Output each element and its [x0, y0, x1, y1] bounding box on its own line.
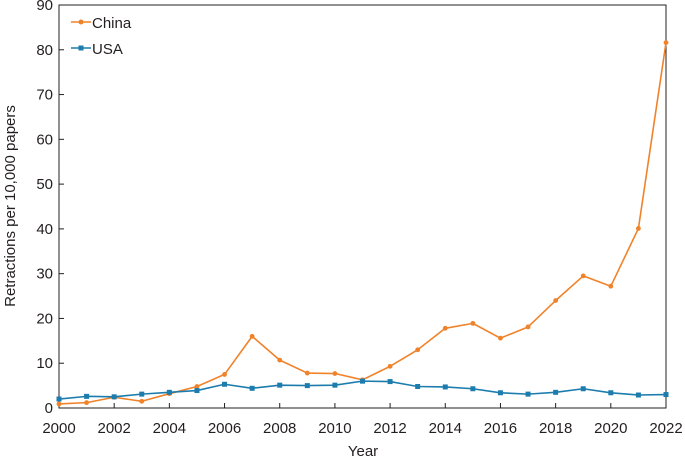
- data-point-usa: [608, 390, 614, 396]
- series-line-usa: [58, 380, 667, 400]
- data-point-usa: [166, 389, 172, 395]
- x-axis-title: Year: [348, 443, 378, 460]
- x-tick-label: 2004: [153, 420, 186, 437]
- series-line-china: [58, 42, 667, 405]
- data-point-china: [277, 357, 283, 363]
- axis-ticks: [58, 4, 667, 409]
- y-tick-label: 70: [36, 87, 53, 104]
- data-point-china: [84, 400, 89, 406]
- data-point-china: [56, 401, 62, 407]
- data-point-china: [525, 324, 531, 330]
- data-point-usa: [635, 392, 641, 398]
- y-tick-label: 30: [36, 266, 53, 283]
- series-china: [56, 40, 669, 407]
- x-tick-label: 2014: [429, 420, 462, 437]
- x-tick-label: 2002: [97, 420, 130, 437]
- data-point-china: [553, 298, 559, 303]
- data-point-usa: [139, 391, 145, 397]
- data-point-usa: [360, 378, 365, 384]
- data-point-china: [470, 320, 476, 326]
- data-point-usa: [442, 384, 448, 390]
- x-tick-label: 2010: [318, 420, 351, 437]
- y-axis-title: Retractions per 10,000 papers: [2, 105, 19, 307]
- data-point-china: [663, 40, 669, 46]
- data-point-usa: [580, 386, 586, 392]
- data-point-usa: [111, 394, 117, 400]
- data-point-china: [415, 347, 421, 353]
- data-point-usa: [222, 381, 228, 387]
- data-point-usa: [663, 392, 669, 398]
- series-group: [56, 40, 669, 407]
- data-point-china: [636, 226, 641, 231]
- data-point-china: [194, 384, 200, 389]
- y-tick-label: 60: [36, 131, 53, 148]
- x-tick-label: 2020: [594, 420, 627, 437]
- x-tick-label: 2022: [649, 420, 682, 437]
- data-point-usa: [525, 391, 531, 397]
- data-point-china: [442, 325, 448, 331]
- data-point-usa: [84, 393, 90, 399]
- data-point-china: [608, 283, 614, 289]
- data-point-usa: [277, 382, 283, 388]
- legend-item-china: China: [71, 15, 132, 32]
- plot-frame: [58, 4, 667, 409]
- x-tick-label: 2012: [373, 420, 406, 437]
- data-point-china: [498, 335, 503, 341]
- data-point-usa: [304, 383, 310, 389]
- data-point-china: [139, 398, 145, 404]
- x-tick-label: 2000: [42, 420, 75, 437]
- x-tick-label: 2008: [263, 420, 296, 437]
- data-point-usa: [249, 385, 255, 391]
- y-tick-label: 10: [36, 355, 53, 372]
- data-point-usa: [332, 382, 338, 388]
- legend-china-label: China: [92, 15, 132, 32]
- y-tick-label: 20: [36, 310, 53, 327]
- legend: China USA: [71, 15, 132, 58]
- data-point-usa: [415, 384, 421, 390]
- series-usa: [56, 378, 669, 402]
- data-point-china: [222, 372, 227, 377]
- data-point-china: [580, 273, 586, 279]
- data-point-china: [387, 363, 393, 369]
- data-point-china: [332, 371, 338, 376]
- data-point-usa: [56, 396, 62, 402]
- data-point-usa: [497, 390, 503, 396]
- legend-item-usa: USA: [71, 41, 123, 58]
- data-point-usa: [194, 388, 200, 394]
- y-tick-label: 80: [36, 42, 53, 59]
- legend-china-marker: [78, 19, 84, 25]
- data-point-usa: [387, 379, 393, 385]
- y-tick-label: 90: [36, 0, 53, 14]
- tick-labels: 0 10 20 30 40 50 60 70 80 90 2000 2002 2004 2006 2008 2…: [36, 0, 682, 437]
- data-point-usa: [553, 389, 559, 395]
- legend-usa-label: USA: [92, 41, 123, 58]
- x-tick-label: 2006: [208, 420, 241, 437]
- y-tick-label: 0: [45, 400, 53, 417]
- data-point-china: [304, 370, 310, 376]
- y-tick-label: 40: [36, 221, 53, 238]
- x-tick-label: 2016: [484, 420, 517, 437]
- y-tick-label: 50: [36, 176, 53, 193]
- x-tick-label: 2018: [539, 420, 572, 437]
- data-point-china: [249, 333, 255, 339]
- legend-usa-marker: [78, 45, 84, 51]
- data-point-usa: [470, 386, 476, 392]
